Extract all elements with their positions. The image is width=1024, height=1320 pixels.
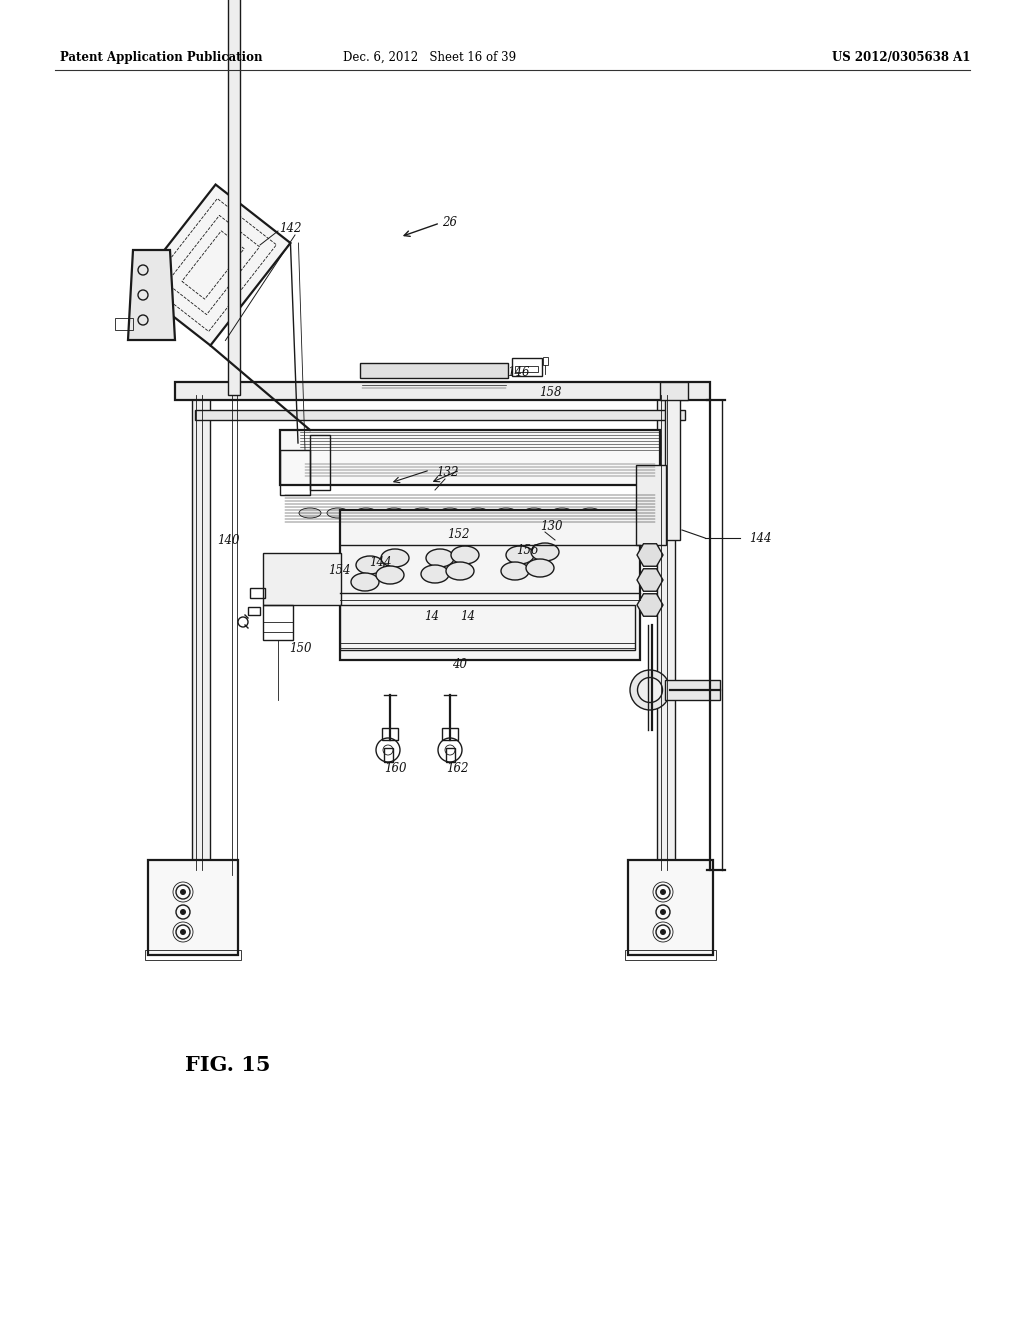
Bar: [280, 450, 310, 495]
Text: 158: 158: [539, 385, 561, 399]
Bar: [660, 381, 688, 400]
Text: 26: 26: [442, 215, 458, 228]
Bar: [248, 607, 260, 615]
Ellipse shape: [495, 508, 517, 517]
Ellipse shape: [327, 508, 349, 517]
Text: Patent Application Publication: Patent Application Publication: [60, 50, 262, 63]
Bar: [228, 0, 240, 395]
Bar: [628, 861, 713, 954]
Ellipse shape: [451, 546, 479, 564]
Ellipse shape: [383, 508, 406, 517]
Bar: [300, 436, 660, 455]
Polygon shape: [637, 594, 663, 616]
Bar: [665, 680, 720, 700]
Bar: [250, 587, 265, 598]
Circle shape: [660, 929, 666, 935]
Bar: [195, 411, 685, 420]
Text: 146: 146: [507, 367, 529, 380]
Text: 150: 150: [289, 642, 311, 655]
Text: 160: 160: [384, 762, 407, 775]
Text: Dec. 6, 2012   Sheet 16 of 39: Dec. 6, 2012 Sheet 16 of 39: [343, 50, 516, 63]
Bar: [175, 381, 710, 400]
Ellipse shape: [467, 508, 489, 517]
Text: 130: 130: [540, 520, 562, 533]
Text: 162: 162: [445, 762, 468, 775]
Text: 144: 144: [749, 532, 771, 544]
Bar: [340, 605, 635, 649]
Text: 156: 156: [516, 544, 539, 557]
Ellipse shape: [376, 566, 404, 583]
Ellipse shape: [426, 549, 454, 568]
Ellipse shape: [299, 508, 321, 517]
Bar: [446, 748, 455, 762]
Bar: [665, 395, 680, 540]
Bar: [384, 748, 393, 762]
Bar: [340, 643, 635, 648]
Circle shape: [180, 888, 186, 895]
Ellipse shape: [523, 508, 545, 517]
Bar: [310, 436, 330, 490]
Bar: [340, 510, 640, 660]
Ellipse shape: [421, 565, 449, 583]
Ellipse shape: [446, 562, 474, 579]
Bar: [145, 950, 241, 960]
Text: US 2012/0305638 A1: US 2012/0305638 A1: [831, 50, 970, 63]
Ellipse shape: [579, 508, 601, 517]
Ellipse shape: [501, 562, 529, 579]
Circle shape: [180, 909, 186, 915]
Circle shape: [660, 888, 666, 895]
Ellipse shape: [439, 508, 461, 517]
Polygon shape: [135, 185, 291, 346]
Text: 144: 144: [369, 557, 391, 569]
Text: 140: 140: [217, 533, 240, 546]
Ellipse shape: [381, 549, 409, 568]
Bar: [515, 366, 538, 372]
Ellipse shape: [356, 556, 384, 574]
Text: 154: 154: [328, 565, 350, 578]
Bar: [382, 729, 398, 741]
Text: 132: 132: [436, 466, 459, 479]
Bar: [280, 430, 660, 484]
Ellipse shape: [531, 543, 559, 561]
Text: 152: 152: [446, 528, 469, 541]
Ellipse shape: [551, 508, 573, 517]
Bar: [263, 622, 293, 632]
Polygon shape: [637, 569, 663, 591]
Bar: [442, 729, 458, 741]
Bar: [360, 363, 508, 378]
Bar: [193, 395, 210, 870]
Ellipse shape: [506, 546, 534, 564]
Bar: [543, 356, 548, 366]
Ellipse shape: [630, 671, 670, 710]
Bar: [263, 553, 341, 605]
Bar: [115, 318, 133, 330]
Bar: [657, 395, 675, 870]
Text: 14: 14: [461, 610, 475, 623]
Bar: [512, 358, 542, 376]
Bar: [625, 950, 716, 960]
Ellipse shape: [526, 558, 554, 577]
Polygon shape: [128, 249, 175, 341]
Text: 142: 142: [279, 222, 301, 235]
Circle shape: [180, 929, 186, 935]
Ellipse shape: [355, 508, 377, 517]
Circle shape: [660, 909, 666, 915]
Ellipse shape: [351, 573, 379, 591]
Bar: [263, 605, 293, 640]
Bar: [636, 465, 666, 545]
Bar: [148, 861, 238, 954]
Polygon shape: [637, 544, 663, 566]
Ellipse shape: [638, 677, 663, 702]
Text: 14: 14: [425, 610, 439, 623]
Text: FIG. 15: FIG. 15: [185, 1055, 270, 1074]
Text: 40: 40: [453, 659, 468, 672]
Ellipse shape: [411, 508, 433, 517]
